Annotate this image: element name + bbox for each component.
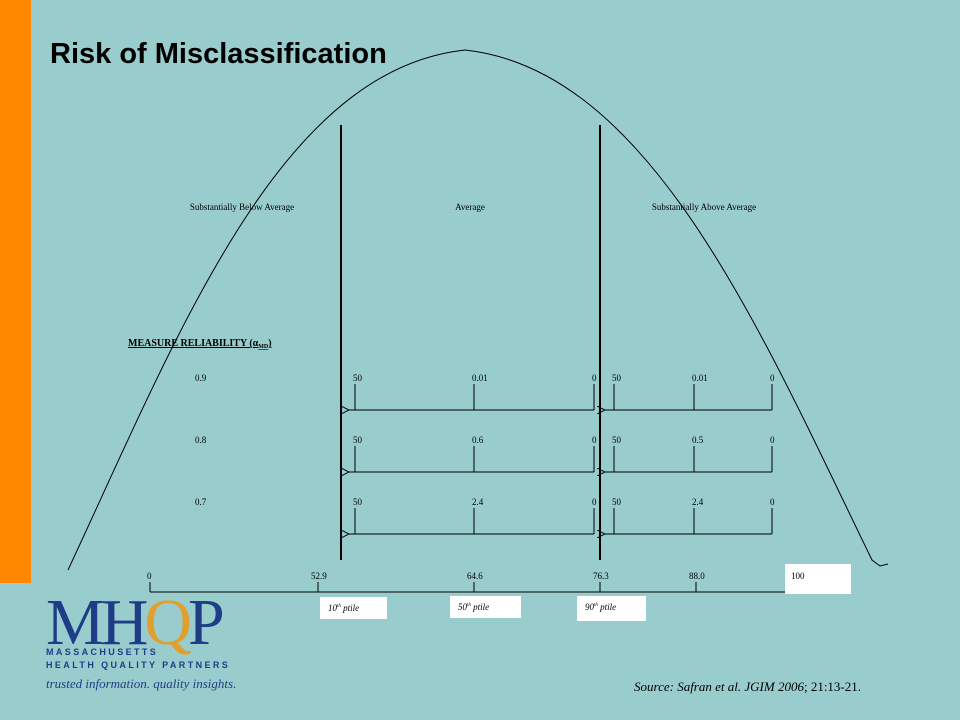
scale-tick-label: 100 — [791, 571, 805, 581]
scale-ticks: 0 52.9 64.6 76.3 88.0 100 — [147, 564, 851, 594]
logo-line-1: MASSACHUSETTS — [46, 647, 159, 657]
percentile-label: 90th ptile — [585, 602, 616, 612]
left-probability-label: 50 — [353, 435, 363, 445]
reliability-header-text: MEASURE RELIABILITY (α — [128, 338, 259, 349]
right-probability-label: 0.5 — [692, 435, 704, 445]
slide-title: Risk of Misclassification — [50, 38, 387, 70]
percentile-box-bg — [577, 596, 646, 621]
reliability-value: 0.9 — [195, 373, 207, 383]
percentile-box: 10th ptile — [320, 597, 387, 619]
scale-end-box — [785, 564, 851, 594]
reliability-row: 0.8 50 0.6 0 50 0.5 0 — [195, 435, 775, 472]
left-probability-label: 0.6 — [472, 435, 484, 445]
reliability-value: 0.7 — [195, 497, 207, 507]
logo-line-2: HEALTH QUALITY PARTNERS — [46, 660, 231, 670]
percentile-labels: 10th ptile 50th ptile 90th ptile — [320, 596, 646, 621]
left-probability-label: 0.01 — [472, 373, 488, 383]
logo-mark: MHQP — [46, 586, 225, 659]
source-citation: Source: Safran et al. JGIM 2006; 21:13-2… — [634, 679, 862, 694]
percentile-box: 90th ptile — [577, 596, 646, 621]
scale-tick-label: 0 — [147, 571, 152, 581]
percentile-box-bg — [320, 597, 387, 619]
reliability-value: 0.8 — [195, 435, 207, 445]
accent-bar — [0, 0, 31, 583]
right-probability-label: 50 — [612, 373, 622, 383]
scale-tick-label: 64.6 — [467, 571, 483, 581]
left-probability-label: 50 — [353, 373, 363, 383]
right-probability-label: 50 — [612, 435, 622, 445]
left-probability-label: 2.4 — [472, 497, 484, 507]
region-label-below: Substantially Below Average — [190, 202, 294, 212]
scale-tick-label: 76.3 — [593, 571, 609, 581]
percentile-label: 10th ptile — [328, 603, 359, 613]
left-probability-label: 50 — [353, 497, 363, 507]
left-probability-label: 0 — [592, 373, 597, 383]
mhqp-logo: MHQP MASSACHUSETTS HEALTH QUALITY PARTNE… — [46, 590, 246, 695]
right-probability-label: 0 — [770, 497, 775, 507]
scale-tick-label: 88.0 — [689, 571, 705, 581]
right-probability-label: 2.4 — [692, 497, 704, 507]
reliability-rows: 0.9 50 0.01 0 50 0.01 0 0.8 50 0.6 0 50 0.5 0 0.7 50 2.4… — [195, 373, 775, 534]
right-probability-label: 0 — [770, 435, 775, 445]
bell-curve — [67, 49, 889, 571]
right-probability-label: 50 — [612, 497, 622, 507]
region-label-above: Substantially Above Average — [652, 202, 756, 212]
right-probability-label: 0 — [770, 373, 775, 383]
reliability-header: MEASURE RELIABILITY (αMD) — [128, 338, 272, 350]
reliability-row: 0.7 50 2.4 0 50 2.4 0 — [195, 497, 775, 534]
scale-tick-label: 52.9 — [311, 571, 327, 581]
reliability-row: 0.9 50 0.01 0 50 0.01 0 — [195, 373, 775, 410]
percentile-box: 50th ptile — [450, 596, 521, 618]
percentile-box-bg — [450, 596, 521, 618]
percentile-label: 50th ptile — [458, 602, 489, 612]
reliability-header-close: ) — [268, 338, 271, 349]
left-probability-label: 0 — [592, 435, 597, 445]
left-probability-label: 0 — [592, 497, 597, 507]
right-probability-label: 0.01 — [692, 373, 708, 383]
logo-tagline: trusted information. quality insights. — [46, 676, 237, 691]
reliability-header-subscript: MD — [258, 344, 269, 350]
region-label-average: Average — [455, 202, 485, 212]
